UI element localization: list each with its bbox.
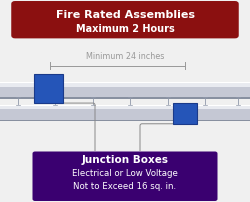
Bar xyxy=(173,103,197,124)
Text: Maximum 2 Hours: Maximum 2 Hours xyxy=(76,24,174,34)
Bar xyxy=(34,74,63,103)
Text: Not to Exceed 16 sq. in.: Not to Exceed 16 sq. in. xyxy=(74,182,176,191)
Text: Fire Rated Assemblies: Fire Rated Assemblies xyxy=(56,10,194,20)
FancyBboxPatch shape xyxy=(32,152,218,201)
Bar xyxy=(0,82,250,99)
Bar xyxy=(0,104,250,120)
Bar xyxy=(0,105,250,121)
Text: Minimum 24 inches: Minimum 24 inches xyxy=(86,52,164,61)
Text: Junction Boxes: Junction Boxes xyxy=(82,155,168,165)
FancyBboxPatch shape xyxy=(11,1,239,38)
Bar xyxy=(0,82,250,97)
Bar xyxy=(0,82,250,87)
Bar xyxy=(0,105,250,109)
Text: Electrical or Low Voltage: Electrical or Low Voltage xyxy=(72,169,178,178)
